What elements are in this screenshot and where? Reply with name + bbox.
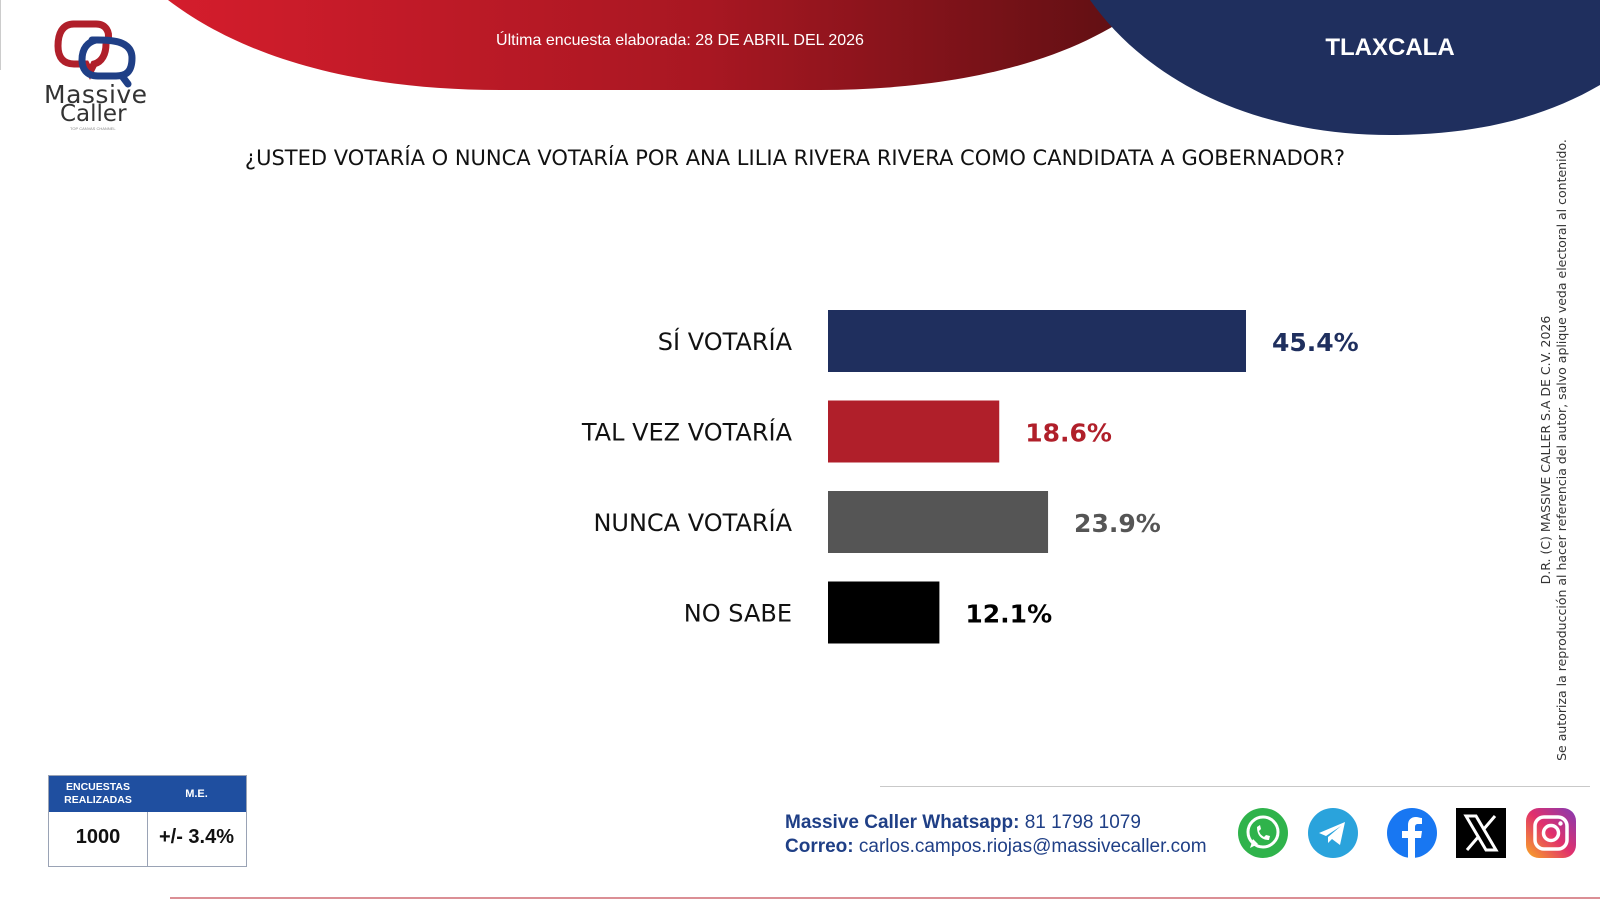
- header-red-banner: [168, 0, 1150, 90]
- instagram-icon[interactable]: [1524, 806, 1578, 860]
- category-label-tal-vez-votaria: TAL VEZ VOTARÍA: [581, 418, 793, 447]
- region-title: TLAXCALA: [1325, 34, 1455, 61]
- stats-divider: [147, 812, 148, 866]
- header-navy-banner: [1090, 0, 1600, 135]
- survey-date: Última encuesta elaborada: 28 DE ABRIL D…: [496, 32, 864, 49]
- surveys-label: ENCUESTAS REALIZADAS: [64, 781, 132, 806]
- bar-si-votaria: [828, 310, 1246, 372]
- whatsapp-label: Massive Caller Whatsapp:: [785, 812, 1020, 833]
- bar-tal-vez-votaria: [828, 400, 1000, 463]
- surveys-value: 1000: [75, 826, 121, 848]
- brand-name-line2: Caller: [60, 101, 127, 127]
- survey-stats-table: ENCUESTAS REALIZADAS M.E. 1000 +/- 3.4%: [48, 775, 247, 867]
- brand-name-line1: Massive: [44, 80, 148, 109]
- brand-tagline: TOP CANVAS CHANNEL: [70, 126, 116, 131]
- question-title: ¿USTED VOTARÍA O NUNCA VOTARÍA POR ANA L…: [244, 146, 1346, 170]
- copyright-note: D.R. (C) MASSIVE CALLER S.A DE C.V. 2026…: [1538, 139, 1570, 761]
- email-label: Correo:: [785, 836, 854, 857]
- category-label-no-sabe: NO SABE: [684, 600, 792, 628]
- brand-logo: [54, 20, 136, 88]
- contact-email: Correo: carlos.campos.riojas@massivecall…: [785, 836, 1207, 858]
- copyright-line2: Se autoriza la reproducción al hacer ref…: [1554, 139, 1569, 761]
- stats-header: [49, 776, 246, 812]
- margin-value: +/- 3.4%: [158, 826, 235, 848]
- whatsapp-icon[interactable]: [1236, 806, 1290, 860]
- value-label-tal-vez-votaria: 18.6%: [1025, 419, 1112, 448]
- value-label-si-votaria: 45.4%: [1272, 328, 1359, 357]
- value-label-no-sabe: 12.1%: [965, 600, 1052, 629]
- telegram-icon[interactable]: [1306, 806, 1360, 860]
- margin-label: M.E.: [185, 788, 208, 800]
- email-address[interactable]: carlos.campos.riojas@massivecaller.com: [858, 836, 1207, 857]
- facebook-icon[interactable]: [1385, 806, 1439, 860]
- contact-divider: [880, 786, 1590, 787]
- contact-whatsapp: Massive Caller Whatsapp: 81 1798 1079: [785, 812, 1141, 834]
- footer-line: [170, 897, 1600, 899]
- whatsapp-number: 81 1798 1079: [1024, 812, 1141, 833]
- category-label-si-votaria: SÍ VOTARÍA: [658, 327, 793, 356]
- value-label-nunca-votaria: 23.9%: [1074, 509, 1161, 538]
- bar-no-sabe: [828, 581, 940, 644]
- copyright-line1: D.R. (C) MASSIVE CALLER S.A DE C.V. 2026: [1538, 315, 1553, 585]
- category-label-nunca-votaria: NUNCA VOTARÍA: [593, 508, 792, 537]
- bar-nunca-votaria: [828, 491, 1049, 553]
- x-icon[interactable]: [1454, 806, 1508, 860]
